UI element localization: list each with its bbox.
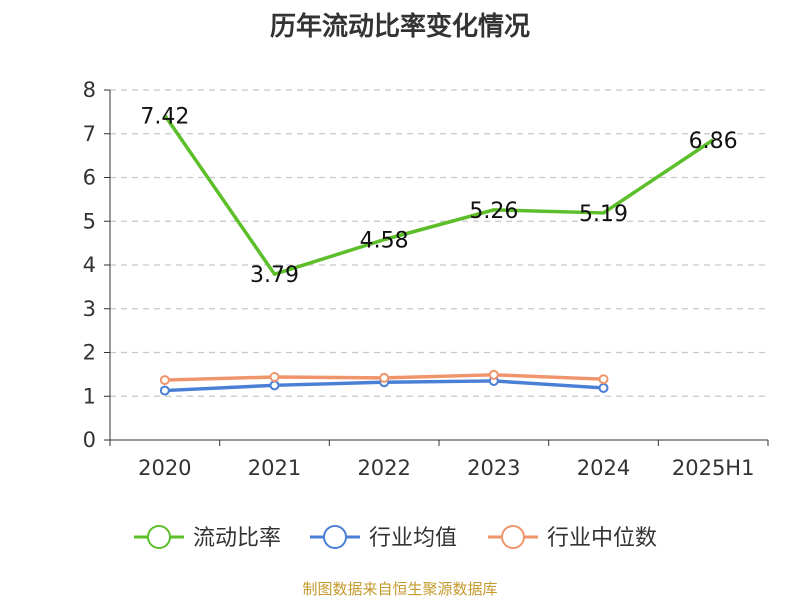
legend-marker <box>147 525 171 549</box>
legend-item[interactable]: 流动比率 <box>134 525 281 551</box>
legend-label: 行业均值 <box>369 526 457 551</box>
y-tick-label: 8 <box>83 78 96 102</box>
data-label: 6.86 <box>689 129 738 154</box>
y-tick-label: 2 <box>83 341 96 365</box>
x-tick-label: 2022 <box>357 456 410 480</box>
legend-marker <box>323 525 347 549</box>
x-tick-label: 2024 <box>577 456 630 480</box>
series-line <box>163 114 715 276</box>
legend-label: 行业中位数 <box>547 526 657 551</box>
data-point <box>159 385 170 396</box>
data-label: 5.19 <box>579 202 628 227</box>
data-label: 5.26 <box>469 199 518 224</box>
y-tick-label: 4 <box>83 253 96 277</box>
chart-title: 历年流动比率变化情况 <box>269 12 530 42</box>
y-tick-label: 3 <box>83 297 96 321</box>
x-tick-label: 2021 <box>248 456 301 480</box>
x-tick-label: 2023 <box>467 456 520 480</box>
y-tick-label: 7 <box>83 122 96 146</box>
legend-item[interactable]: 行业均值 <box>310 525 457 551</box>
data-label: 3.79 <box>250 263 299 288</box>
data-point <box>488 369 499 380</box>
y-tick-label: 5 <box>83 209 96 233</box>
x-tick-label: 2025H1 <box>672 456 755 480</box>
data-point <box>269 372 280 382</box>
y-tick-label: 6 <box>83 166 96 190</box>
data-point <box>159 375 170 386</box>
x-tick-label: 2020 <box>138 456 191 480</box>
legend-item[interactable]: 行业中位数 <box>488 525 657 551</box>
legend-marker <box>501 525 525 549</box>
data-point <box>269 380 280 391</box>
y-tick-label: 1 <box>83 384 96 408</box>
data-point <box>379 372 390 383</box>
data-labels: 7.42 3.79 4.58 5.26 5.19 6.86 <box>140 104 737 288</box>
data-point <box>598 374 609 385</box>
series-lines <box>159 114 715 396</box>
legend-label: 流动比率 <box>193 526 281 551</box>
source-note: 制图数据来自恒生聚源数据库 <box>302 580 498 598</box>
gridlines <box>110 89 768 397</box>
axes: 0 1 2 3 4 5 6 7 8 2020 2021 2022 2023 2024 2025H1 <box>83 78 769 480</box>
data-label: 7.42 <box>140 104 189 129</box>
legend: 流动比率 行业均值 行业中位数 <box>134 525 657 551</box>
y-tick-label: 0 <box>83 428 96 452</box>
data-point <box>598 382 609 393</box>
data-label: 4.58 <box>360 229 409 254</box>
